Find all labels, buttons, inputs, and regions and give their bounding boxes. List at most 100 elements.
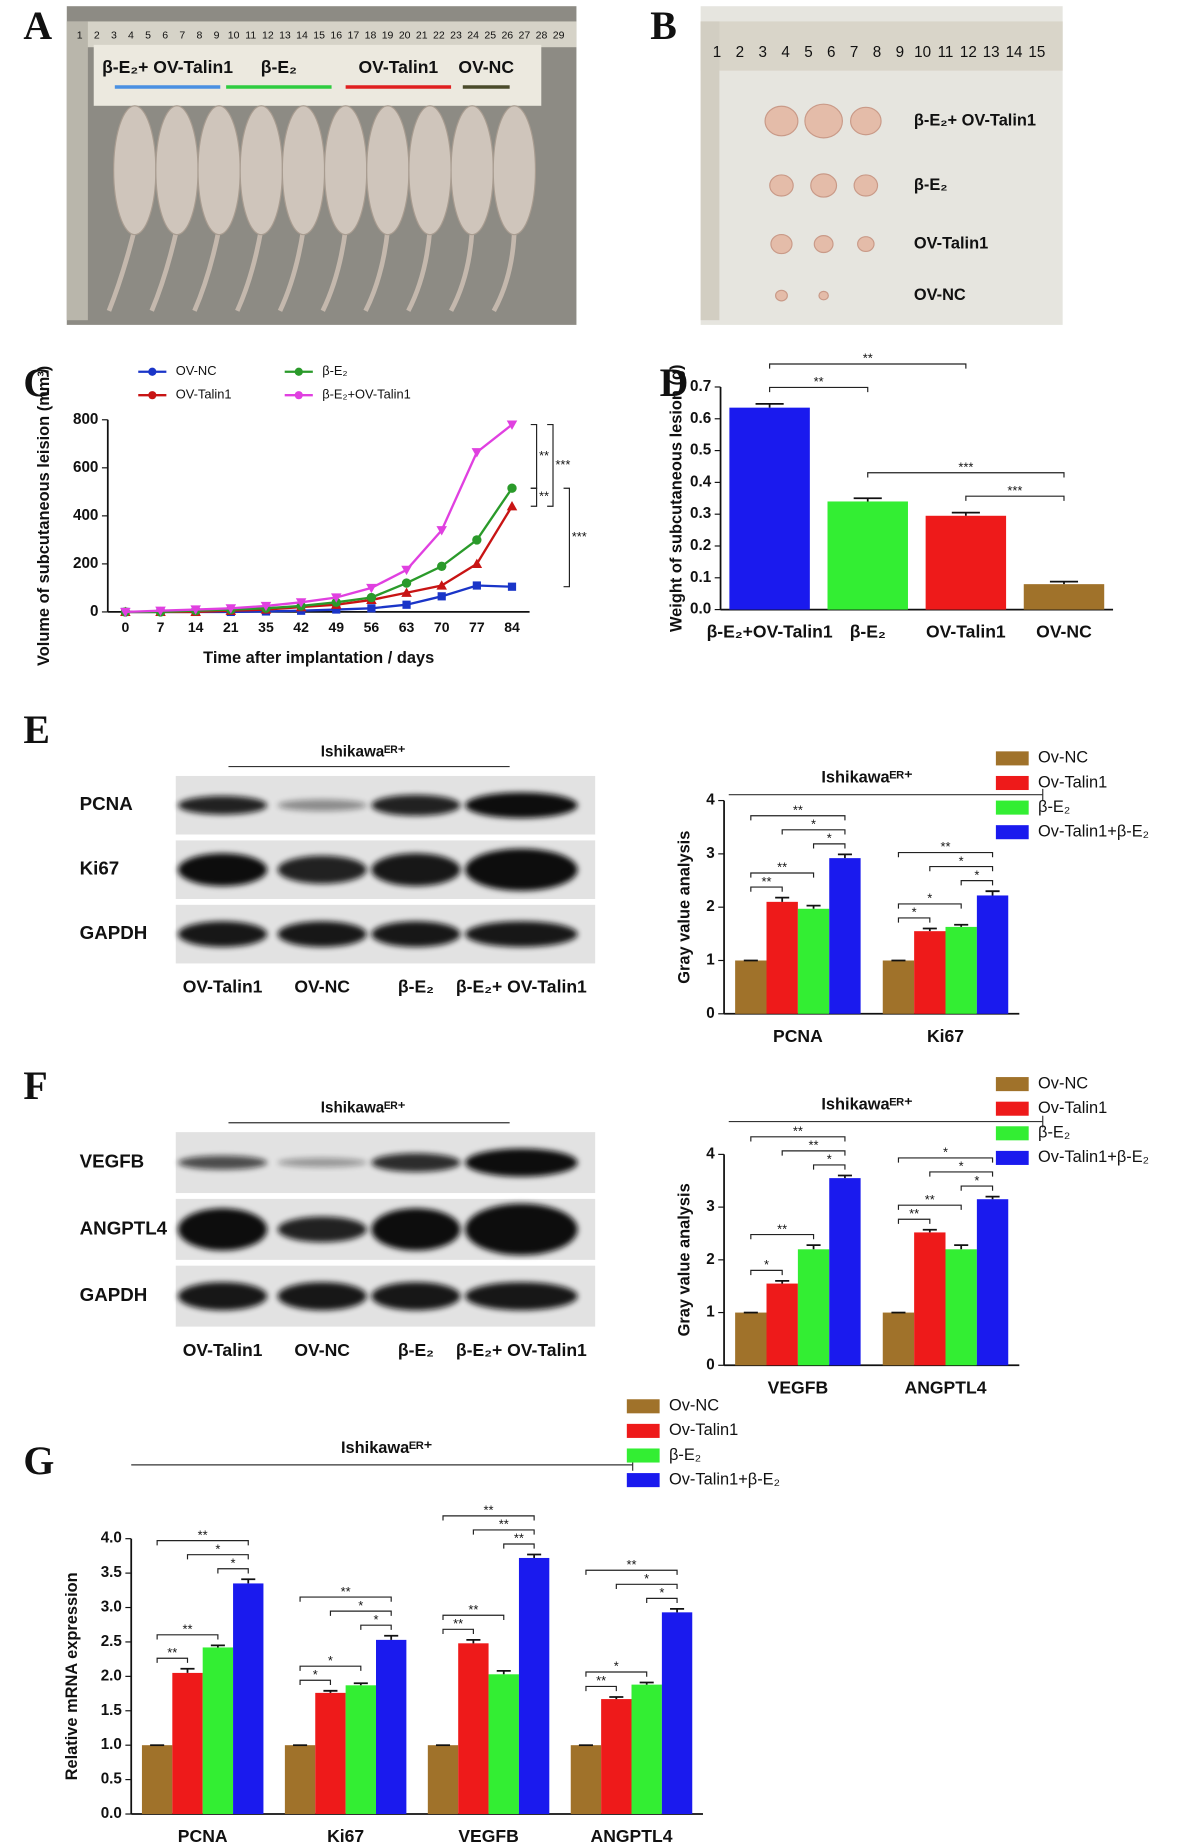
lane-label: β-E₂+ OV-Talin1 (456, 1340, 587, 1360)
ruler-number: 23 (450, 29, 462, 41)
error-bar (951, 511, 980, 516)
x-tick-label: 84 (504, 619, 520, 635)
legend-swatch (995, 751, 1029, 766)
x-tick-label: 56 (364, 619, 380, 635)
chart-title: Ishikawaᴱᴿ⁺ (821, 769, 912, 787)
ruler-number: 5 (145, 29, 151, 41)
y-tick-label: 0.2 (690, 537, 711, 554)
mouse (113, 105, 157, 236)
panel-letter: D (660, 361, 689, 405)
tumor (804, 103, 843, 139)
blot-band (465, 848, 578, 891)
y-tick-label: 3 (706, 845, 714, 862)
legend-marker (294, 367, 303, 376)
label: OV-NC (914, 286, 966, 304)
y-tick-label: 0 (706, 1005, 714, 1022)
label: β-E₂+ OV-Talin1 (914, 111, 1036, 129)
bar (976, 895, 1009, 1014)
y-axis-title: Weight of subcutaneous lesion (g) (668, 365, 686, 632)
bar (172, 1672, 203, 1815)
error-bar (922, 927, 937, 932)
significance-label: ** (453, 1616, 463, 1631)
significance-bracket (897, 851, 994, 858)
ruler (66, 21, 88, 321)
significance-bracket (897, 917, 931, 923)
blot-band (371, 794, 461, 816)
paper-label (93, 44, 542, 106)
blot-band (465, 921, 578, 948)
error-bar (985, 890, 1000, 896)
mouse-tail (235, 228, 264, 312)
y-tick-label: 3.0 (101, 1599, 122, 1616)
blot-band (371, 1282, 461, 1311)
bar (914, 1232, 946, 1366)
error-bar (496, 1669, 511, 1675)
legend-swatch (995, 1126, 1029, 1141)
tumor (770, 233, 793, 255)
significance-label: * (764, 1257, 769, 1272)
significance-bracket (750, 1269, 783, 1276)
blot-band (371, 1153, 461, 1172)
legend-swatch (626, 1423, 660, 1438)
ruler-number: 17 (348, 29, 360, 41)
legend-swatch (995, 825, 1029, 840)
significance-bracket (585, 1671, 648, 1677)
significance-label: * (811, 817, 816, 832)
series-line (125, 584, 513, 614)
ruler-number: 12 (262, 29, 274, 41)
blot-band (178, 921, 268, 948)
significance-label: * (959, 853, 964, 868)
significance-bracket (897, 1204, 962, 1210)
lane-label: β-E₂+ OV-Talin1 (456, 977, 587, 997)
legend-swatch (995, 1077, 1029, 1092)
significance-label: * (927, 891, 932, 906)
x-tick-label: OV-Talin1 (926, 622, 1006, 642)
row-label: ANGPTL4 (80, 1217, 168, 1238)
y-tick-label: 1 (706, 952, 715, 969)
tumor (857, 236, 875, 253)
x-tick-label: 49 (328, 619, 344, 635)
significance-label: * (659, 1585, 664, 1600)
lane-label: OV-Talin1 (183, 1340, 263, 1360)
blot-band (465, 1148, 578, 1177)
significance-bracket (812, 843, 846, 849)
error-bar (323, 1689, 338, 1693)
x-tick-label: β-E₂ (850, 622, 886, 642)
legend-swatch (626, 1473, 660, 1488)
blot-band (277, 855, 367, 884)
label: OV-Talin1 (359, 57, 439, 77)
marker (225, 604, 237, 614)
significance-label: * (943, 1145, 948, 1160)
ruler-number: 6 (162, 29, 168, 41)
blot-title: Ishikawaᴱᴿ⁺ (321, 744, 406, 761)
error-bar (353, 1682, 368, 1686)
x-tick-label: 35 (258, 619, 274, 635)
tumor (769, 174, 794, 197)
significance-label: * (959, 1159, 964, 1174)
bar (1023, 584, 1105, 610)
panel-letter: F (23, 1064, 47, 1108)
y-tick-label: 2.0 (101, 1667, 122, 1684)
x-tick-label: VEGFB (768, 1377, 829, 1397)
error-bar (527, 1553, 542, 1558)
bar (729, 407, 810, 610)
y-tick-label: 0.1 (690, 569, 712, 586)
marker (472, 535, 482, 545)
bar (797, 1249, 830, 1366)
series-line (125, 423, 513, 614)
mouse-tail (491, 228, 517, 312)
marker (472, 581, 481, 590)
mouse-tail (406, 228, 433, 312)
marker (366, 592, 377, 603)
ruler-number: 24 (467, 29, 479, 41)
y-tick-label: 0 (90, 603, 98, 620)
mouse-tail (449, 228, 475, 312)
significance-label: * (358, 1598, 363, 1613)
marker (260, 601, 272, 612)
bar (976, 1199, 1009, 1366)
ruler-number: 9 (214, 29, 220, 41)
significance-label: ** (793, 802, 803, 817)
x-tick-label: 21 (223, 619, 239, 635)
legend-swatch (626, 1399, 660, 1414)
significance-bracket (299, 1665, 362, 1671)
